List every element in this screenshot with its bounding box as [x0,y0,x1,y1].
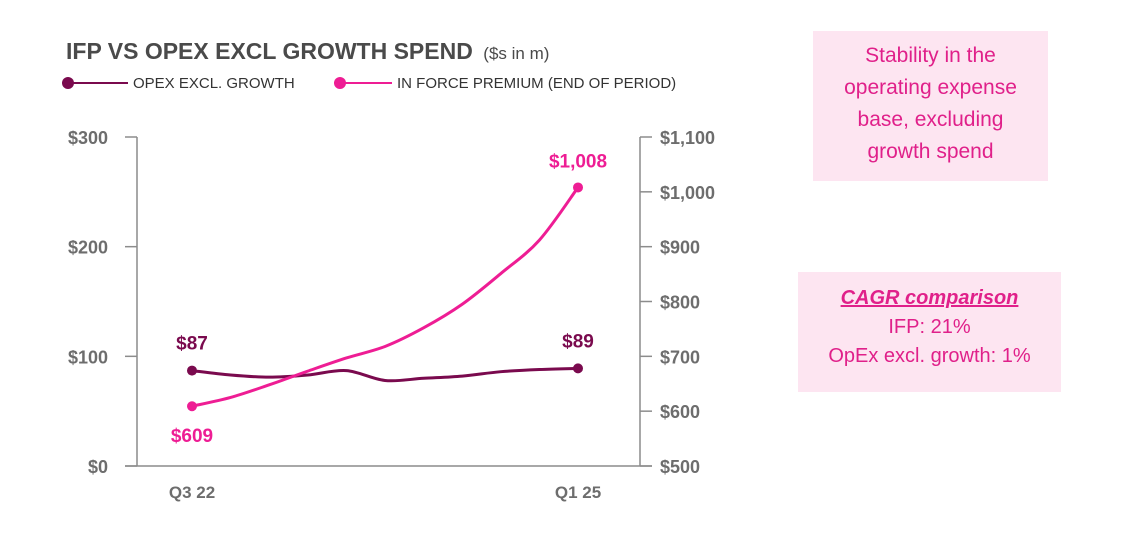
cagr-callout: CAGR comparison IFP: 21% OpEx excl. grow… [798,272,1061,392]
legend-marker-0 [62,77,74,89]
cagr-heading: CAGR comparison [840,287,1019,309]
series-point-1-0 [187,401,197,412]
chart-subtitle: ($s in m) [483,44,549,63]
left-tick-label-1: $100 [68,347,108,367]
series-point-0-0 [187,365,197,376]
right-tick-label-0: $500 [660,457,700,477]
data-label-0-10: $89 [562,331,594,352]
x-tick-label-10: Q1 25 [555,483,601,502]
left-tick-label-2: $200 [68,238,108,258]
right-tick-label-4: $900 [660,238,700,258]
series-line-0 [190,366,580,383]
series-point-1-10 [573,182,583,193]
chart-title: IFP VS OPEX EXCL GROWTH SPEND ($s in m) [66,38,549,64]
left-tick-label-3: $300 [68,128,108,148]
data-label-1-10: $1,008 [549,151,607,172]
data-label-0-0: $87 [176,334,208,355]
series-line-1 [190,185,580,408]
series-point-0-10 [573,363,583,374]
data-label-1-0: $609 [171,426,213,447]
chart-data-labels: $87 $89 $609 $1,008 [171,151,607,447]
right-tick-label-2: $700 [660,347,700,367]
x-tick-label-0: Q3 22 [169,483,215,502]
chart-legend: OPEX EXCL. GROWTH IN FORCE PREMIUM (END O… [62,75,676,92]
stability-callout: Stability in the operating expense base,… [813,31,1048,181]
legend-label-0: OPEX EXCL. GROWTH [133,75,295,92]
left-tick-label-0: $0 [88,457,108,477]
cagr-ifp: IFP: 21% [888,316,971,338]
legend-marker-1 [334,77,346,89]
chart-series [187,182,583,412]
right-tick-label-3: $800 [660,293,700,313]
right-tick-label-6: $1,100 [660,128,715,148]
stability-callout-text: Stability in the operating expense base,… [844,44,1017,163]
legend-label-1: IN FORCE PREMIUM (END OF PERIOD) [397,75,676,92]
chart-title-main: IFP VS OPEX EXCL GROWTH SPEND [66,38,473,64]
chart-axes: $0 $100 $200 $300 $500 $600 $700 $800 $900 $1,000… [68,128,715,502]
cagr-opex: OpEx excl. growth: 1% [828,345,1031,367]
right-tick-label-5: $1,000 [660,183,715,203]
right-tick-label-1: $600 [660,402,700,422]
